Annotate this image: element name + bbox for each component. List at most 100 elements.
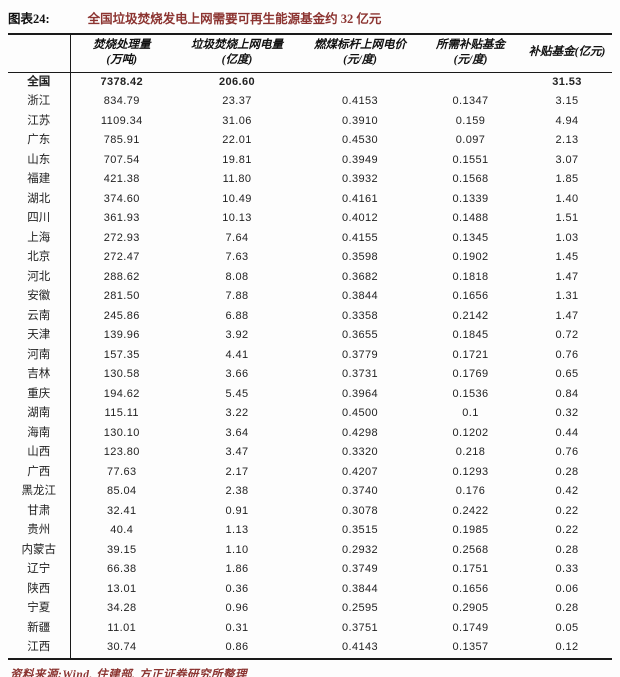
- cell-benchmark-price: 0.3949: [341, 153, 379, 166]
- cell-subsidy-per-kwh: 0.1488: [452, 212, 489, 225]
- cell-benchmark-price: 0.3964: [341, 387, 379, 400]
- cell-subsidy-per-kwh: 0.1656: [452, 582, 489, 595]
- cell-incineration-volume: 421.38: [103, 173, 140, 186]
- cell-grid-power: 7.88: [225, 290, 249, 303]
- cell-grid-power: 22.01: [222, 134, 252, 147]
- table-row: 重庆 194.62 5.45 0.3964 0.1536 0.84: [8, 384, 612, 405]
- cell-subsidy-fund: 0.44: [555, 426, 579, 439]
- region-name: 黑龙江: [8, 482, 71, 502]
- cell-grid-power: 7.64: [225, 231, 249, 244]
- table-row: 北京 272.47 7.63 0.3598 0.1902 1.45: [8, 248, 612, 268]
- header-unit: (亿度): [221, 53, 253, 66]
- cell-benchmark-price: 0.3751: [341, 621, 379, 634]
- region-name: 四川: [8, 209, 71, 229]
- table-row: 四川 361.93 10.13 0.4012 0.1488 1.51: [8, 209, 612, 229]
- header-text: 垃圾焚烧上网电量: [191, 39, 283, 51]
- cell-subsidy-fund: 31.53: [552, 75, 582, 88]
- cell-incineration-volume: 13.01: [106, 582, 137, 595]
- header-text: 补贴基金(亿元): [528, 46, 606, 59]
- cell-grid-power: 3.64: [225, 426, 249, 439]
- cell-subsidy-fund: 1.85: [555, 173, 579, 186]
- cell-incineration-volume: 157.35: [103, 348, 140, 361]
- cell-subsidy-per-kwh: 0.1202: [452, 426, 489, 439]
- cell-subsidy-fund: 0.22: [555, 504, 579, 517]
- cell-grid-power: 8.08: [225, 270, 249, 283]
- cell-grid-power: 10.13: [222, 212, 252, 225]
- cell-subsidy-fund: 3.07: [555, 153, 579, 166]
- cell-subsidy-per-kwh: 0.2568: [452, 543, 489, 556]
- cell-grid-power: 10.49: [222, 192, 252, 205]
- table-row: 河北 288.62 8.08 0.3682 0.1818 1.47: [8, 267, 612, 288]
- cell-grid-power: 5.45: [225, 387, 249, 400]
- cell-grid-power: 1.13: [225, 524, 249, 537]
- cell-incineration-volume: 139.96: [103, 329, 140, 342]
- cell-subsidy-per-kwh: 0.1751: [452, 563, 489, 576]
- region-name: 海南: [8, 423, 71, 444]
- cell-incineration-volume: 707.54: [103, 153, 140, 166]
- region-name: 安徽: [8, 287, 71, 307]
- cell-grid-power: 0.86: [225, 641, 249, 654]
- cell-incineration-volume: 361.93: [103, 212, 140, 225]
- region-name: 广西: [8, 462, 71, 483]
- cell-subsidy-fund: 1.47: [555, 270, 579, 283]
- cell-subsidy-fund: 0.42: [555, 485, 579, 498]
- table-row: 山东 707.54 19.81 0.3949 0.1551 3.07: [8, 150, 612, 171]
- region-name: 广东: [8, 131, 71, 151]
- cell-incineration-volume: 130.10: [103, 426, 140, 439]
- cell-subsidy-fund: 0.28: [555, 465, 579, 478]
- cell-benchmark-price: 0.3844: [341, 582, 379, 595]
- cell-incineration-volume: 40.4: [110, 524, 134, 537]
- region-name: 吉林: [8, 365, 71, 385]
- region-name: 湖南: [8, 404, 71, 424]
- cell-grid-power: 6.88: [225, 309, 249, 322]
- cell-incineration-volume: 130.58: [103, 368, 140, 381]
- cell-subsidy-per-kwh: 0.159: [455, 114, 486, 127]
- cell-benchmark-price: 0.3749: [341, 563, 379, 576]
- cell-grid-power: 0.36: [225, 582, 249, 595]
- region-name: 江苏: [8, 111, 71, 132]
- cell-benchmark-price: 0.3910: [341, 114, 379, 127]
- cell-benchmark-price: 0.2595: [341, 602, 379, 615]
- region-name: 河南: [8, 345, 71, 366]
- cell-grid-power: 2.38: [225, 485, 249, 498]
- cell-benchmark-price: 0.3731: [341, 368, 379, 381]
- cell-benchmark-price: 0.3655: [341, 329, 379, 342]
- cell-grid-power: 0.96: [225, 602, 249, 615]
- cell-benchmark-price: 0.2932: [341, 543, 379, 556]
- cell-benchmark-price: [301, 72, 419, 92]
- cell-incineration-volume: 374.60: [103, 192, 140, 205]
- cell-grid-power: 31.06: [222, 114, 252, 127]
- cell-grid-power: 206.60: [218, 75, 256, 88]
- cell-grid-power: 2.17: [225, 465, 249, 478]
- table-row: 天津 139.96 3.92 0.3655 0.1845 0.72: [8, 326, 612, 346]
- table-row: 湖北 374.60 10.49 0.4161 0.1339 1.40: [8, 189, 612, 210]
- cell-subsidy-per-kwh: 0.1: [462, 407, 479, 420]
- cell-subsidy-fund: 1.45: [555, 251, 579, 264]
- cell-subsidy-fund: 3.15: [555, 95, 579, 108]
- cell-subsidy-per-kwh: 0.097: [455, 134, 486, 147]
- table-row: 云南 245.86 6.88 0.3358 0.2142 1.47: [8, 306, 612, 327]
- cell-subsidy-fund: 0.65: [555, 368, 579, 381]
- cell-subsidy-fund: 0.32: [555, 407, 579, 420]
- table-row: 上海 272.93 7.64 0.4155 0.1345 1.03: [8, 228, 612, 249]
- cell-incineration-volume: 272.93: [103, 231, 140, 244]
- header-incineration-volume: 焚烧处理量 (万吨): [70, 34, 173, 73]
- cell-grid-power: 3.47: [225, 446, 249, 459]
- region-name: 全国: [8, 72, 71, 93]
- table-row: 山西 123.80 3.47 0.3320 0.218 0.76: [8, 443, 612, 463]
- table-row: 河南 157.35 4.41 0.3779 0.1721 0.76: [8, 345, 612, 366]
- region-name: 北京: [8, 248, 71, 268]
- cell-subsidy-per-kwh: 0.2142: [452, 309, 489, 322]
- region-name: 山东: [8, 150, 71, 171]
- region-name: 贵州: [8, 521, 71, 541]
- table-header: 焚烧处理量 (万吨) 垃圾焚烧上网电量 (亿度) 燃煤标杆上网电价 (元/度) …: [8, 34, 612, 73]
- cell-incineration-volume: 288.62: [103, 270, 140, 283]
- header-region: [8, 34, 71, 73]
- cell-subsidy-per-kwh: 0.1293: [452, 465, 489, 478]
- table-row: 辽宁 66.38 1.86 0.3749 0.1751 0.33: [8, 560, 612, 580]
- figure-title: 全国垃圾焚烧发电上网需要可再生能源基金约 32 亿元: [87, 12, 382, 26]
- region-name: 山西: [8, 443, 71, 463]
- table-row: 湖南 115.11 3.22 0.4500 0.1 0.32: [8, 404, 612, 424]
- header-grid-power: 垃圾焚烧上网电量 (亿度): [173, 34, 301, 73]
- cell-incineration-volume: 77.63: [106, 465, 137, 478]
